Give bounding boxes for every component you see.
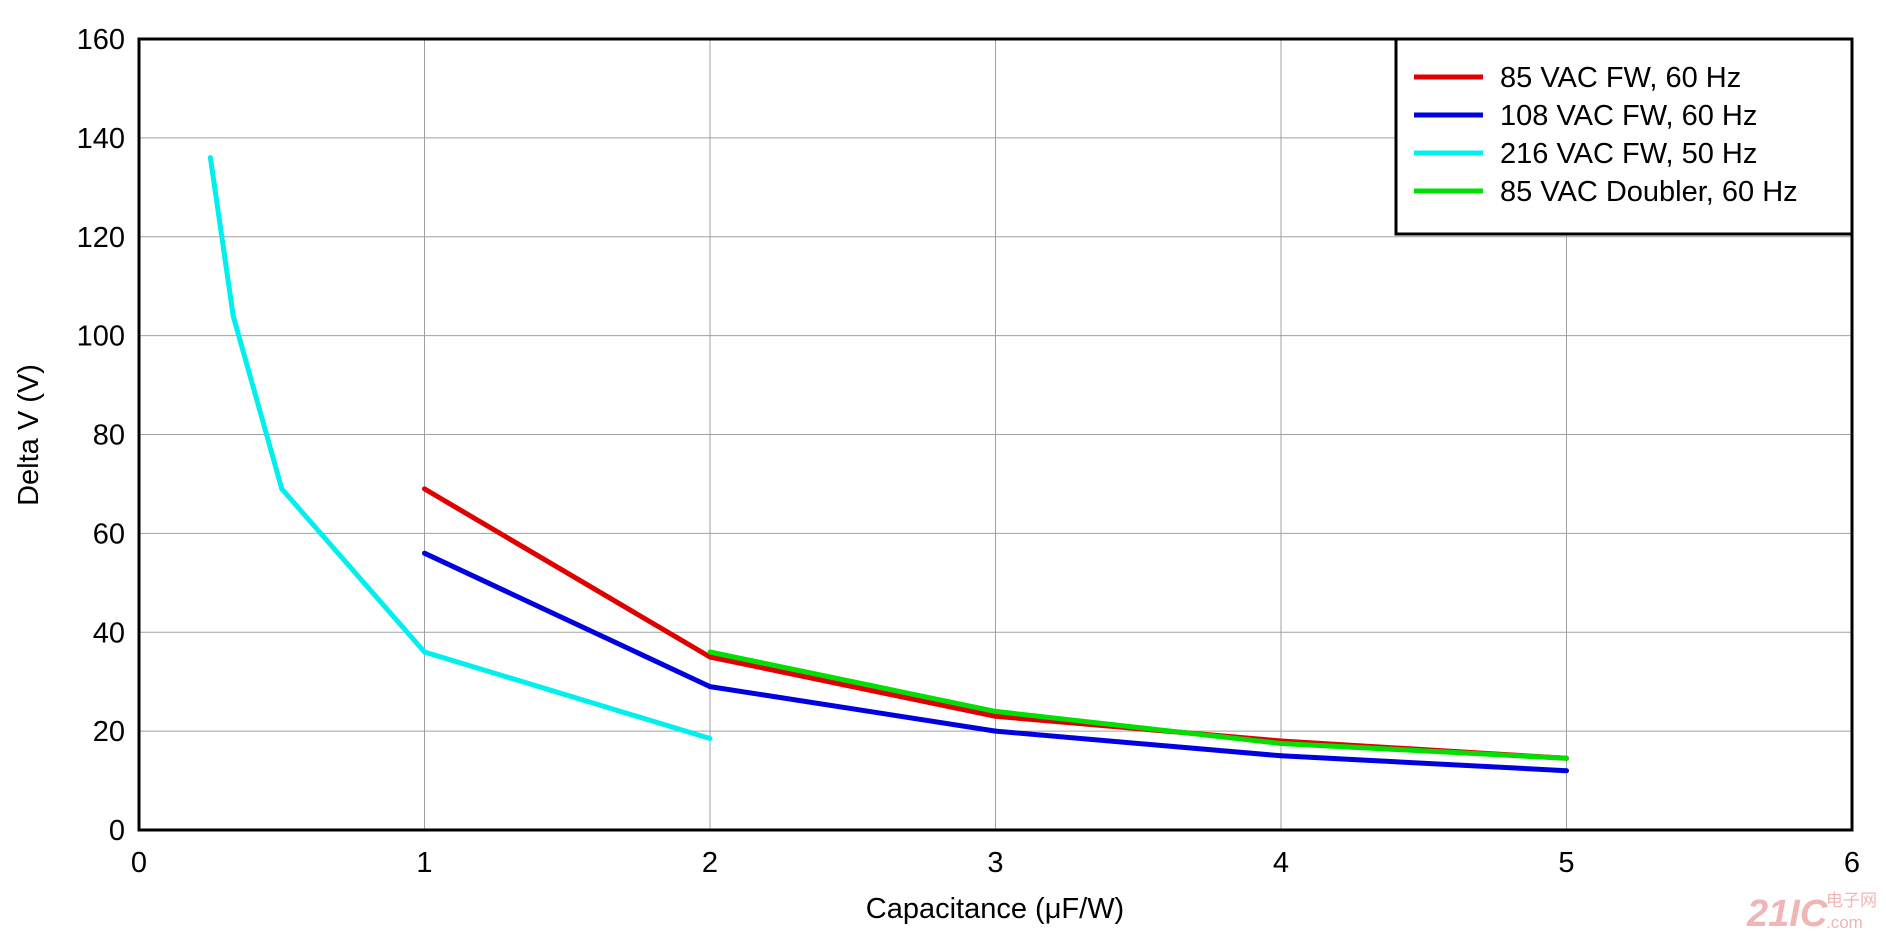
y-tick-label: 80 <box>93 420 125 452</box>
watermark-sub-top: 电子网 <box>1826 891 1877 910</box>
y-tick-label: 100 <box>77 321 125 353</box>
data-point <box>707 649 713 655</box>
plot-frame <box>137 37 1854 832</box>
y-axis-title: Delta V (V) <box>13 364 45 506</box>
data-point <box>993 728 998 734</box>
data-point <box>707 654 713 660</box>
legend: 85 VAC FW, 60 Hz 108 VAC FW, 60 Hz 216 VAC… <box>1394 37 1854 236</box>
data-point <box>1278 753 1284 759</box>
data-point <box>422 649 427 655</box>
data-point <box>707 684 713 690</box>
x-tick-label: 1 <box>416 847 432 879</box>
y-tick-label: 20 <box>93 716 125 748</box>
y-tick-label: 120 <box>77 222 125 254</box>
y-tick-label: 140 <box>77 123 125 155</box>
y-tick-label: 0 <box>109 815 125 847</box>
data-point <box>207 155 213 161</box>
watermark-main: 21IC <box>1746 893 1828 935</box>
x-tick-label: 0 <box>131 847 147 879</box>
x-tick-label: 4 <box>1273 847 1289 879</box>
x-tick-label: 3 <box>987 847 1003 879</box>
data-point <box>993 713 998 719</box>
y-tick-label: 40 <box>93 617 125 649</box>
data-point <box>422 550 427 556</box>
legend-label: 85 VAC Doubler, 60 Hz <box>1500 176 1798 208</box>
data-point <box>422 486 427 492</box>
data-point <box>230 313 236 319</box>
legend-label: 85 VAC FW, 60 Hz <box>1500 62 1741 94</box>
series-lines <box>207 155 1569 774</box>
watermark-sub-bottom: .com <box>1826 913 1863 932</box>
x-tick-label: 2 <box>702 847 718 879</box>
data-point <box>279 486 285 492</box>
y-tick-label: 60 <box>93 518 125 550</box>
x-tick-label: 5 <box>1558 847 1574 879</box>
watermark-logo: 21IC 电子网 .com <box>1746 891 1877 935</box>
data-point <box>993 708 998 714</box>
data-point <box>1278 741 1284 746</box>
data-point <box>1564 755 1569 761</box>
y-tick-label: 160 <box>77 24 125 56</box>
series-line-4 <box>709 649 1567 761</box>
legend-items: 85 VAC FW, 60 Hz 108 VAC FW, 60 Hz 216 VAC… <box>1414 62 1798 208</box>
data-point <box>1564 768 1569 774</box>
x-tick-label: 6 <box>1844 847 1860 879</box>
legend-label: 216 VAC FW, 50 Hz <box>1500 138 1757 170</box>
legend-box <box>1394 37 1854 236</box>
y-axis-ticks: 0 20 40 60 80 100 120 140 160 <box>77 24 125 847</box>
data-point <box>707 736 713 741</box>
x-axis-title: Capacitance (μF/W) <box>866 893 1124 925</box>
legend-label: 108 VAC FW, 60 Hz <box>1500 100 1757 132</box>
x-axis-ticks: 0 1 2 3 4 5 6 <box>131 847 1860 879</box>
